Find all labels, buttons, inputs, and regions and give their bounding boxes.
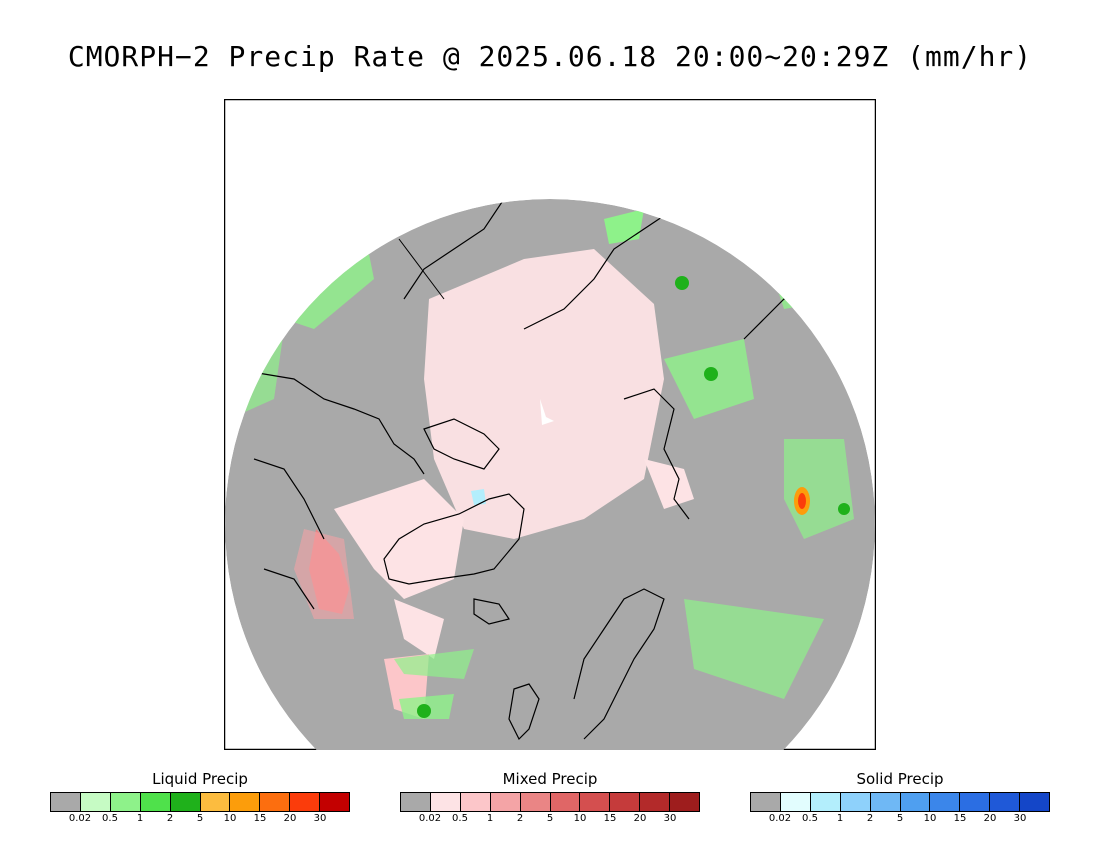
chart-title: CMORPH−2 Precip Rate @ 2025.06.18 20:00~… — [67, 40, 1033, 73]
legend-liquid-tick: 2 — [166, 813, 174, 824]
legend-solid-swatch — [960, 793, 991, 811]
legend-liquid-tick: 20 — [283, 813, 297, 824]
legend-solid-swatch — [930, 793, 961, 811]
legend-liquid-swatch — [170, 793, 201, 811]
legend-solid-tick: 0.5 — [802, 813, 818, 824]
legend-mixed-swatch — [460, 793, 491, 811]
legend-liquid-swatch — [51, 793, 81, 811]
legend-mixed-title: Mixed Precip — [502, 770, 598, 788]
legend-mixed-tick: 0.02 — [418, 813, 442, 824]
legend-liquid-tick: 15 — [253, 813, 267, 824]
legend-liquid: Liquid Precip 0.02 0.5 1 2 5 10 15 20 30 — [50, 770, 350, 826]
legend-solid-tick: 15 — [953, 813, 967, 824]
legend-mixed-swatch — [490, 793, 521, 811]
legend-solid-tick: 0.02 — [768, 813, 792, 824]
legend-mixed-swatch — [430, 793, 461, 811]
legend-liquid-tick: 0.5 — [102, 813, 118, 824]
legend-solid-swatch — [990, 793, 1021, 811]
solid-precip-area — [471, 489, 486, 505]
coastlines — [228, 199, 845, 741]
legend-liquid-swatch — [290, 793, 321, 811]
legend-solid-swatch — [900, 793, 931, 811]
legend-liquid-title: Liquid Precip — [152, 770, 248, 788]
legend-mixed-tick: 10 — [573, 813, 587, 824]
legend-mixed-swatch — [580, 793, 611, 811]
legend-solid-tick: 30 — [1013, 813, 1027, 824]
legend-solid-swatch — [870, 793, 901, 811]
legend-liquid-tick: 1 — [136, 813, 144, 824]
legend-solid-tick: 2 — [866, 813, 874, 824]
legend-liquid-swatch — [80, 793, 111, 811]
legend-solid-tick: 10 — [923, 813, 937, 824]
legend-mixed-swatch — [401, 793, 431, 811]
legend-liquid-tick: 30 — [313, 813, 327, 824]
legend-liquid-swatch — [110, 793, 141, 811]
legend-solid-tick: 20 — [983, 813, 997, 824]
legend-liquid-colorbar — [50, 792, 350, 812]
legend-liquid-swatch — [260, 793, 291, 811]
legend-mixed-tick: 30 — [663, 813, 677, 824]
legend-mixed-tick: 0.5 — [452, 813, 468, 824]
legend-solid-tick: 1 — [836, 813, 844, 824]
legend-mixed: Mixed Precip 0.02 0.5 1 2 5 10 15 20 30 — [400, 770, 700, 826]
legend-solid: Solid Precip 0.02 0.5 1 2 5 10 15 20 30 — [750, 770, 1050, 826]
legend-solid-title: Solid Precip — [856, 770, 944, 788]
legend-liquid-swatch — [320, 793, 350, 811]
legend-mixed-colorbar — [400, 792, 700, 812]
legend-mixed-swatch — [670, 793, 700, 811]
legend-mixed-tick: 20 — [633, 813, 647, 824]
pole-marker — [540, 399, 554, 425]
liquid-precip-peak — [794, 487, 810, 515]
legend-solid-tick: 5 — [896, 813, 904, 824]
legend-mixed-ticks: 0.02 0.5 1 2 5 10 15 20 30 — [400, 812, 700, 826]
legend-solid-colorbar — [750, 792, 1050, 812]
legend-solid-swatch — [810, 793, 841, 811]
legend-solid-swatch — [840, 793, 871, 811]
legend-mixed-tick: 5 — [546, 813, 554, 824]
legend-mixed-tick: 15 — [603, 813, 617, 824]
legend-mixed-tick: 2 — [516, 813, 524, 824]
legend-mixed-swatch — [550, 793, 581, 811]
legend-liquid-swatch — [230, 793, 261, 811]
legend-mixed-swatch — [520, 793, 551, 811]
legend-liquid-tick: 0.02 — [68, 813, 92, 824]
polar-map — [224, 99, 876, 750]
legend-mixed-swatch — [640, 793, 671, 811]
legend-mixed-swatch — [610, 793, 641, 811]
legend-liquid-tick: 10 — [223, 813, 237, 824]
legend-liquid-tick: 5 — [196, 813, 204, 824]
legend-solid-ticks: 0.02 0.5 1 2 5 10 15 20 30 — [750, 812, 1050, 826]
legend-solid-swatch — [1020, 793, 1050, 811]
legend-solid-swatch — [751, 793, 781, 811]
legend-liquid-swatch — [200, 793, 231, 811]
legend-liquid-swatch — [140, 793, 171, 811]
legend-liquid-ticks: 0.02 0.5 1 2 5 10 15 20 30 — [50, 812, 350, 826]
mixed-precip-moderate — [294, 529, 354, 619]
legend-mixed-tick: 1 — [486, 813, 494, 824]
legend-solid-swatch — [780, 793, 811, 811]
